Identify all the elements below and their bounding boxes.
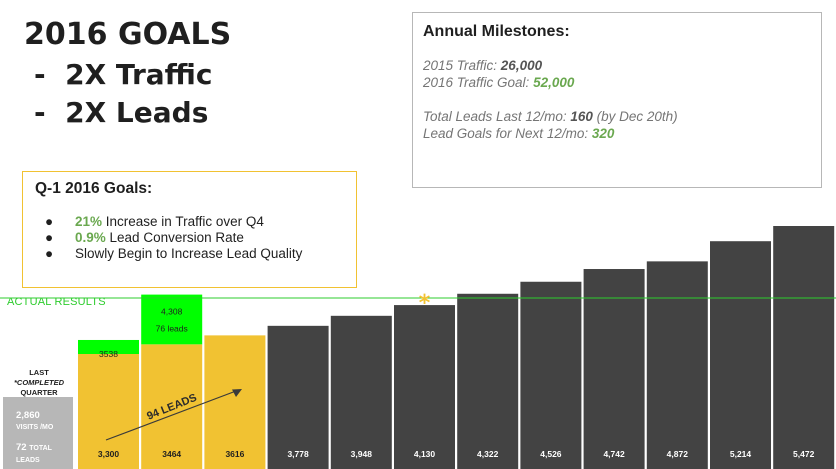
last-quarter-line-3: QUARTER [20, 388, 58, 397]
actual-value-label-2: 4,308 [161, 307, 183, 317]
bar-value-label-10: 4,872 [667, 449, 689, 459]
last-quarter-line-1: LAST [29, 368, 49, 377]
q1-item-conversion: ● 0.9% Lead Conversion Rate [35, 230, 344, 246]
leads-last-line: Total Leads Last 12/mo: 160 (by Dec 20th… [423, 108, 811, 125]
traffic-goal-value: 52,000 [533, 75, 575, 90]
bar-value-label-1: 3,300 [98, 449, 120, 459]
baseline-leads-line: 72 TOTAL [16, 442, 52, 455]
baseline-leads-unit: TOTAL [29, 445, 52, 452]
q1-item-text: Increase in Traffic over Q4 [102, 214, 264, 229]
bar-2 [141, 344, 203, 469]
bar-6 [394, 305, 455, 469]
baseline-leads-value: 72 [16, 442, 27, 453]
actual-bar-1 [78, 339, 139, 354]
bar-value-label-3: 3616 [225, 449, 244, 459]
arrow-head-icon [232, 389, 242, 397]
lead-goal-line: Lead Goals for Next 12/mo: 320 [423, 125, 811, 142]
goals-title: 2016 GOALS [24, 17, 232, 52]
baseline-bar [3, 397, 73, 469]
last-quarter-label: LAST *COMPLETED QUARTER [6, 368, 72, 398]
bar-4 [267, 325, 329, 469]
star-icon: * [419, 291, 431, 316]
lead-goal-label: Lead Goals for Next 12/mo: [423, 126, 592, 141]
q1-heading: Q-1 2016 Goals: [35, 180, 153, 197]
baseline-visits: 2,860 VISITS /MO [16, 410, 53, 434]
bar-value-label-5: 3,948 [351, 449, 373, 459]
q1-item-traffic: ● 21% Increase in Traffic over Q4 [35, 214, 344, 230]
bar-value-label-2: 3464 [162, 449, 181, 459]
leads-last-value: 160 [570, 109, 593, 124]
last-quarter-line-2: *COMPLETED [13, 378, 64, 387]
bar-value-label-11: 5,214 [730, 449, 752, 459]
q1-item-text: Slowly Begin to Increase Lead Quality [75, 246, 303, 261]
bar-7 [457, 293, 519, 469]
bar-5 [330, 315, 392, 469]
q1-item-text: Lead Conversion Rate [105, 230, 244, 245]
bar-value-label-4: 3,778 [287, 449, 309, 459]
actual-leads-label-2: 76 leads [156, 324, 188, 334]
bar-9 [583, 269, 645, 469]
bar-11 [710, 241, 771, 469]
baseline-leads-unit-2: LEADS [16, 457, 40, 464]
q1-item-pct: 0.9% [75, 230, 106, 245]
traffic-goal-label: 2016 Traffic Goal: [423, 75, 534, 90]
goal-leads: - 2X Leads [34, 96, 209, 129]
leads-last-label: Total Leads Last 12/mo: [423, 109, 571, 124]
bar-value-label-9: 4,742 [603, 449, 625, 459]
bullet-icon: ● [45, 230, 54, 245]
bar-3 [204, 335, 266, 469]
baseline-leads: 72 TOTAL LEADS [16, 442, 52, 467]
bar-8 [520, 281, 582, 469]
bullet-icon: ● [45, 246, 54, 261]
goal-traffic: - 2X Traffic [34, 58, 213, 91]
actual-value-label-1: 3538 [99, 349, 118, 359]
bar-1 [78, 354, 139, 469]
traffic-2015-label: 2015 Traffic: [423, 58, 501, 73]
milestones-heading: Annual Milestones: [423, 23, 570, 40]
traffic-2015-value: 26,000 [500, 58, 543, 73]
bullet-icon: ● [45, 214, 54, 229]
bar-value-label-12: 5,472 [793, 449, 815, 459]
q1-goals-box: Q-1 2016 Goals: ● 21% Increase in Traffic… [22, 171, 357, 288]
baseline-visits-value: 2,860 [16, 410, 40, 421]
bar-12 [773, 226, 835, 469]
trend-arrow-line [105, 390, 237, 441]
q1-item-quality: ● Slowly Begin to Increase Lead Quality [35, 246, 344, 262]
bar-value-label-6: 4,130 [414, 449, 436, 459]
traffic-2015-line: 2015 Traffic: 26,000 [423, 57, 811, 74]
bar-value-label-8: 4,526 [540, 449, 562, 459]
lead-goal-value: 320 [591, 126, 615, 141]
bar-10 [646, 261, 708, 469]
actual-bar-2 [141, 294, 203, 345]
q1-item-pct: 21% [75, 214, 103, 229]
baseline-visits-unit: VISITS /MO [16, 424, 54, 431]
bar-value-label-7: 4,322 [477, 449, 499, 459]
annual-milestones-box: Annual Milestones: 2015 Traffic: 26,000 … [412, 12, 822, 188]
traffic-goal-line: 2016 Traffic Goal: 52,000 [423, 74, 811, 91]
actual-results-label: ACTUAL RESULTS [7, 296, 106, 308]
leads-last-suffix: (by Dec 20th) [592, 109, 678, 124]
